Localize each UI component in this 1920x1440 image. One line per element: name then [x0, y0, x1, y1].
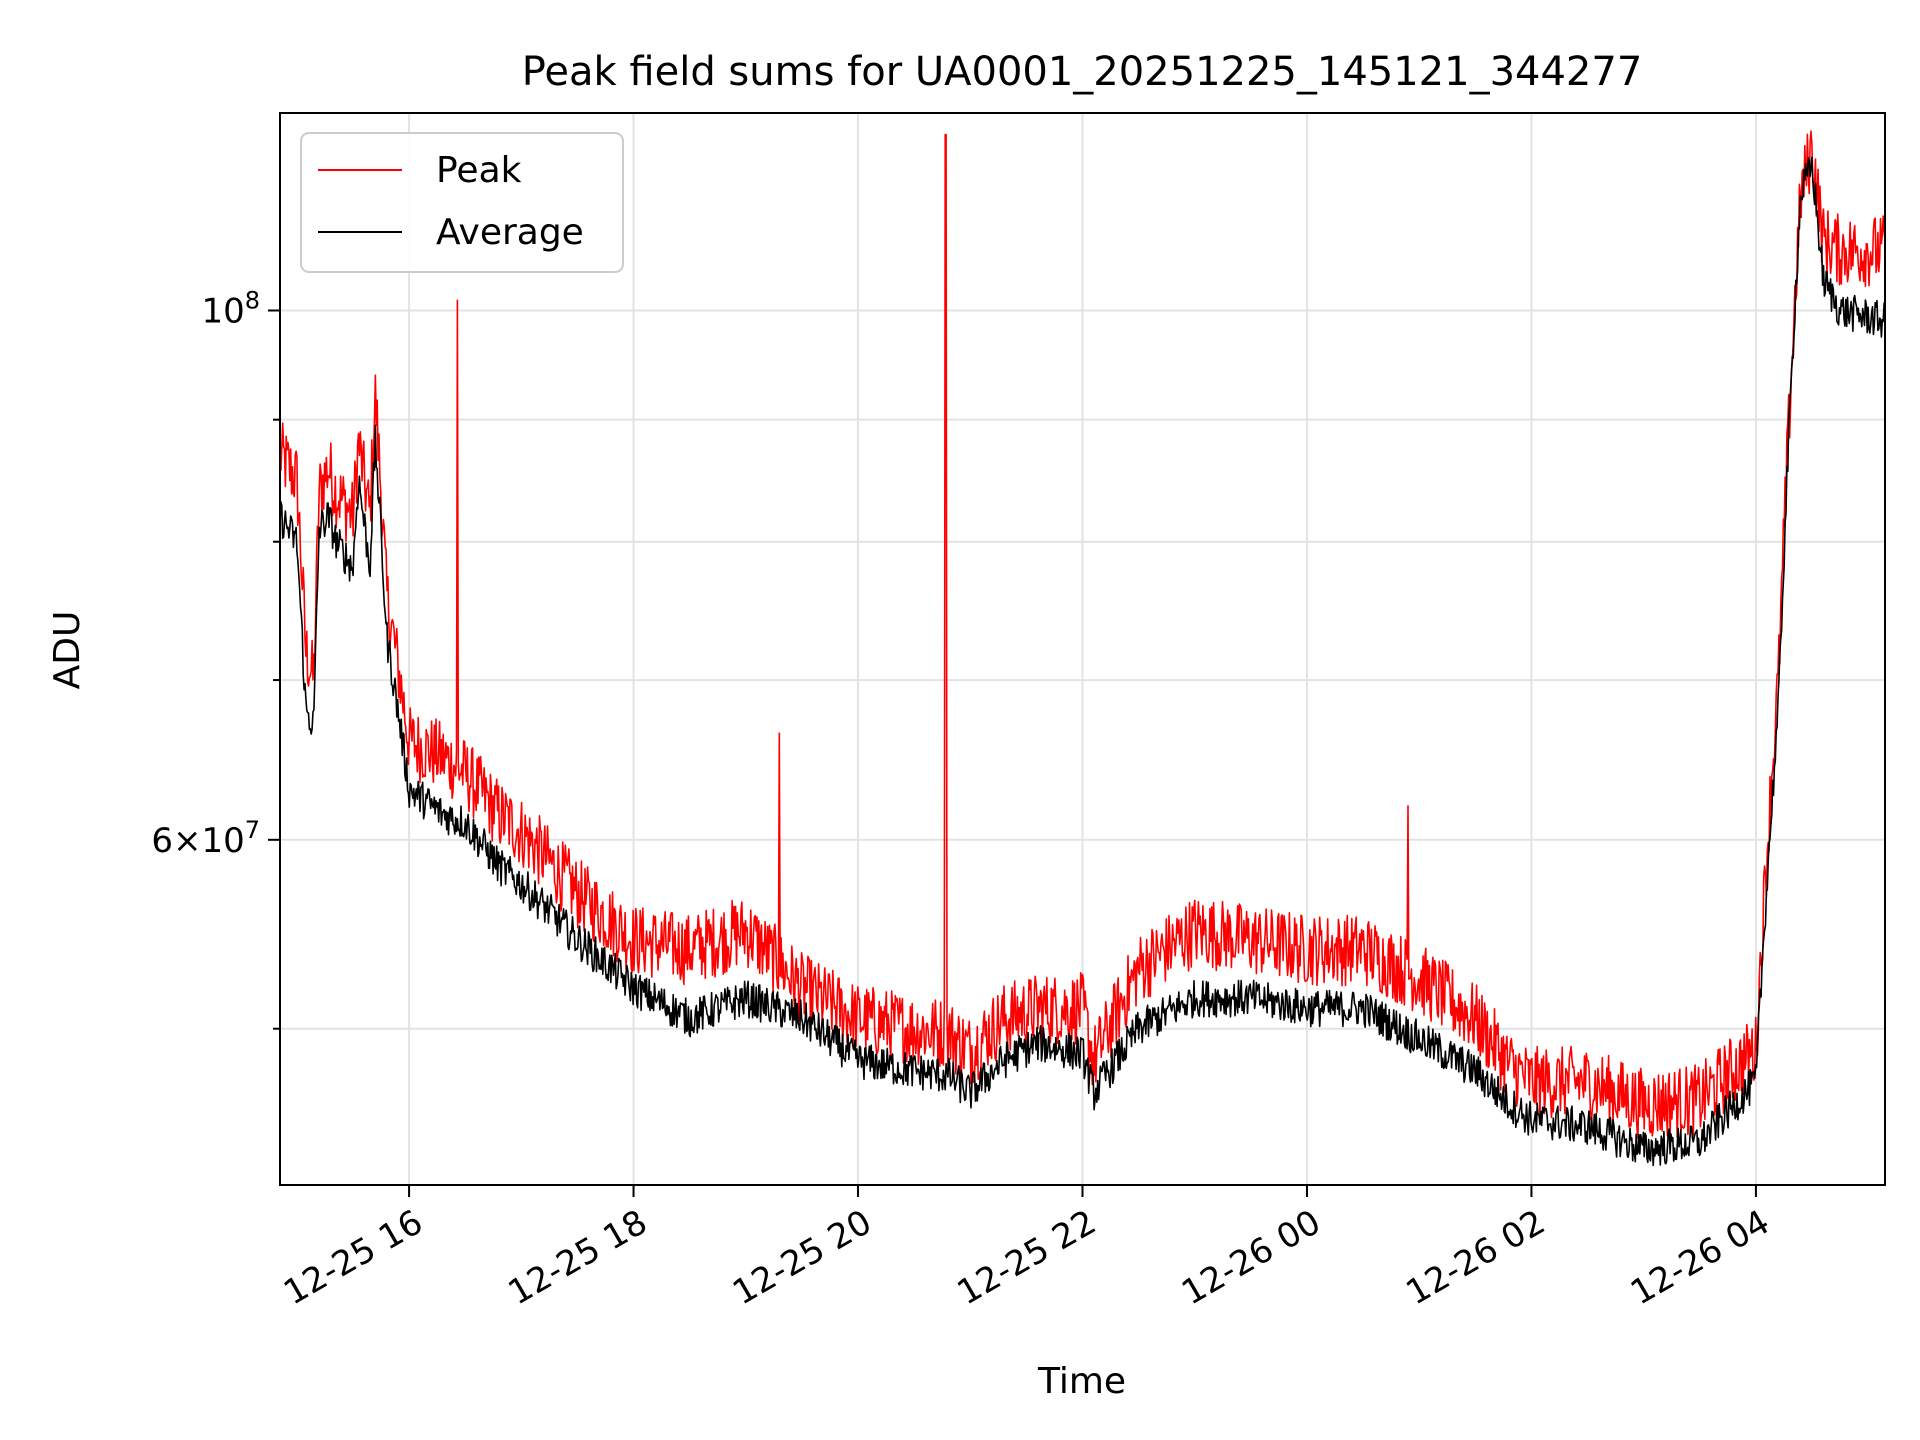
- legend: Peak Average: [300, 132, 624, 273]
- y-axis-ticks: 108 6×107: [151, 287, 280, 1030]
- y-tick-label: 6×107: [151, 816, 260, 861]
- plot-lines: [280, 130, 1885, 1167]
- y-tick-label: 108: [201, 287, 260, 332]
- y-axis-label: ADU: [47, 611, 88, 690]
- legend-peak-label: Peak: [436, 150, 522, 191]
- grid-lines: [280, 113, 1885, 1185]
- legend-average-label: Average: [436, 212, 584, 253]
- chart-title: Peak field sums for UA0001_20251225_1451…: [522, 49, 1643, 95]
- series-line-peak: [280, 130, 1885, 1140]
- x-axis-label: Time: [1037, 1361, 1126, 1402]
- series-line-average: [280, 156, 1885, 1167]
- legend-box: [300, 132, 624, 273]
